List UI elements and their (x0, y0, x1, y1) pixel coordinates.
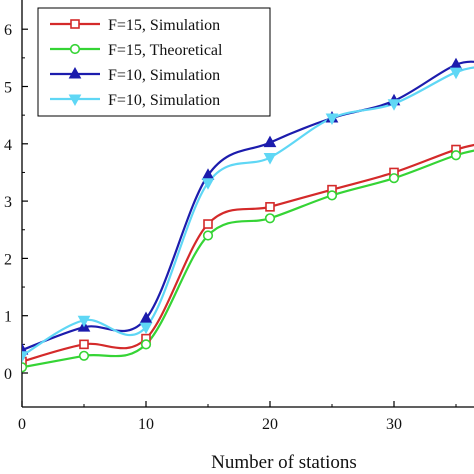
data-point-0 (22, 356, 27, 367)
data-point-3 (263, 153, 277, 165)
data-point-1 (69, 43, 81, 55)
legend-entry-label: F=10, Simulation (108, 92, 220, 109)
data-point-3 (22, 351, 29, 363)
data-point-3 (325, 113, 339, 126)
series-markers-1 (22, 150, 462, 373)
x-tick-label: 20 (262, 416, 278, 433)
y-tick-label: 0 (4, 366, 12, 383)
legend-marker (70, 19, 80, 29)
y-tick-label: 6 (4, 22, 12, 39)
series-markers-0 (22, 144, 461, 367)
legend: F=15, Simulation F=15, Theoretical F=10, S… (37, 7, 271, 117)
series-line-1 (22, 149, 474, 369)
data-point-2 (139, 311, 153, 324)
legend-entry-label: F=10, Simulation (108, 67, 220, 84)
data-point-0 (79, 339, 89, 350)
data-point-2 (263, 135, 277, 148)
x-tick-label: 30 (386, 416, 402, 433)
y-tick-label: 5 (4, 80, 12, 97)
legend-marker (69, 43, 81, 55)
y-tick-label: 4 (4, 137, 12, 154)
data-point-3 (68, 94, 82, 107)
data-point-3 (387, 99, 401, 111)
data-point-1 (78, 350, 90, 361)
series-line-0 (22, 143, 474, 363)
data-point-3 (449, 67, 463, 80)
data-point-3 (201, 178, 215, 190)
data-point-0 (265, 202, 275, 212)
series-markers-3 (22, 67, 463, 363)
legend-marker (68, 94, 82, 107)
legend-entry-label: F=15, Simulation (108, 17, 220, 34)
data-point-2 (68, 66, 82, 79)
series-line-2 (22, 60, 474, 352)
series-line-3 (22, 66, 474, 357)
data-point-0 (203, 219, 213, 229)
data-point-1 (22, 362, 28, 373)
data-point-1 (326, 190, 338, 201)
data-point-0 (70, 19, 80, 29)
data-point-3 (139, 322, 153, 335)
data-point-1 (264, 213, 276, 224)
plot-area (22, 57, 474, 373)
legend-entry-label: F=15, Theoretical (108, 42, 223, 59)
x-tick-label: 0 (18, 416, 26, 433)
x-tick-label: 10 (138, 416, 154, 433)
data-point-3 (77, 315, 91, 328)
data-point-1 (388, 173, 400, 184)
data-point-1 (202, 230, 214, 241)
data-point-1 (140, 339, 152, 350)
y-tick-label: 2 (4, 251, 12, 268)
data-point-1 (450, 150, 462, 161)
legend-marker (68, 66, 82, 79)
x-axis-title: Number of stations (211, 452, 357, 473)
y-tick-label: 1 (4, 309, 12, 326)
y-tick-label: 3 (4, 194, 12, 211)
